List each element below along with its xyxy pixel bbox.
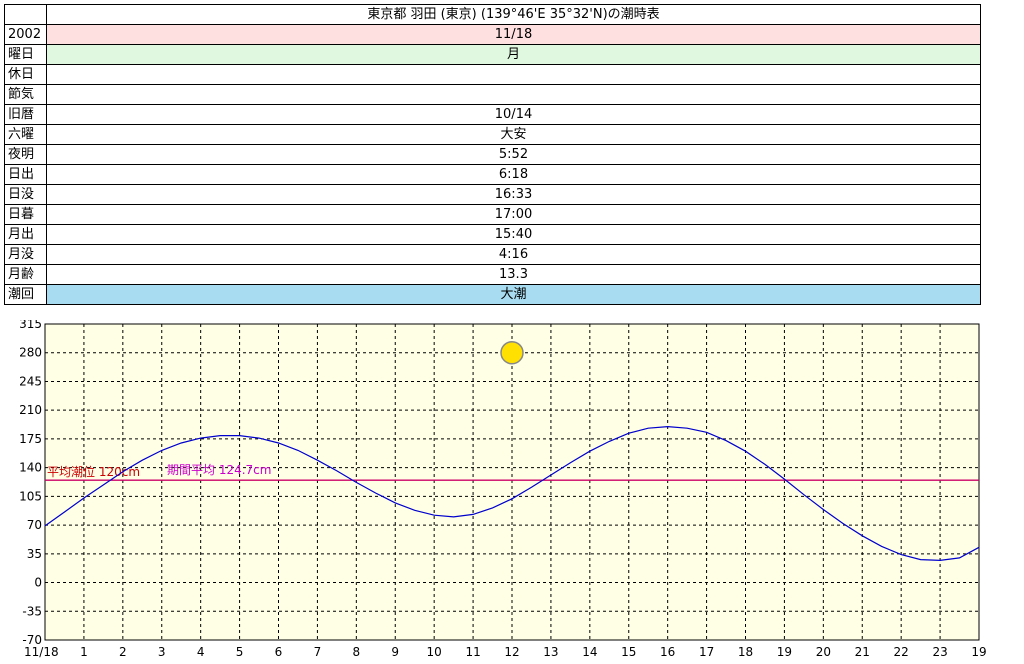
x-tick-label: 17 [699, 645, 714, 659]
y-tick-label: 175 [19, 432, 42, 446]
info-row-value: 17:00 [46, 204, 981, 225]
info-row-value: 大安 [46, 124, 981, 145]
x-tick-label: 19 [777, 645, 792, 659]
y-tick-label: 70 [27, 518, 42, 532]
x-tick-label: 1 [80, 645, 88, 659]
tide-chart-area: 315 280 245 210 175 140 105 70 35 0 -35 -70 11/18 1 2 3… [0, 320, 1024, 664]
x-tick-label: 22 [894, 645, 909, 659]
info-row-label: 曜日 [4, 44, 47, 65]
x-tick-label: 18 [738, 645, 753, 659]
period-mean-annotation: 期間平均 124.7cm [167, 463, 271, 477]
info-row-label: 月没 [4, 244, 47, 265]
x-tick-label: 15 [621, 645, 636, 659]
info-row-label: 月齢 [4, 264, 47, 285]
tide-curve [44, 425, 980, 562]
tide-info-table: 東京都 羽田 (東京) (139°46'E 35°32'N)の潮時表 2002 1… [4, 4, 981, 305]
info-row-value: 大潮 [46, 284, 981, 305]
x-tick-label: 3 [158, 645, 166, 659]
mean-tide-annotation: 平均潮位 120cm [47, 464, 140, 479]
y-tick-label: 210 [19, 403, 42, 417]
x-tick-label: 12 [504, 645, 519, 659]
info-row-value: 5:52 [46, 144, 981, 165]
info-row: 日没 16:33 [4, 184, 981, 205]
x-tick-label: 5 [236, 645, 244, 659]
info-row-label: 日暮 [4, 204, 47, 225]
x-tick-label: 14 [582, 645, 597, 659]
x-tick-label: 16 [660, 645, 675, 659]
info-row-label: 六曜 [4, 124, 47, 145]
x-tick-label: 9 [391, 645, 399, 659]
info-row: 潮回 大潮 [4, 284, 981, 305]
y-tick-label: 105 [19, 489, 42, 503]
x-tick-label: 23 [932, 645, 947, 659]
info-row: 2002 11/18 [4, 24, 981, 45]
y-tick-label: -70 [22, 633, 42, 647]
sun-marker [500, 340, 524, 365]
info-row: 月没 4:16 [4, 244, 981, 265]
y-tick-label: 0 [34, 576, 42, 590]
title-corner-cell [4, 4, 47, 25]
x-tick-label: 6 [275, 645, 283, 659]
info-row-label: 休日 [4, 64, 47, 85]
info-row: 夜明 5:52 [4, 144, 981, 165]
info-row-value [46, 84, 981, 105]
info-row-label: 夜明 [4, 144, 47, 165]
info-row-value: 15:40 [46, 224, 981, 245]
info-row-label: 潮回 [4, 284, 47, 305]
y-tick-label: 245 [19, 374, 42, 388]
info-row-value: 13.3 [46, 264, 981, 285]
x-tick-label: 7 [314, 645, 322, 659]
info-row-value: 4:16 [46, 244, 981, 265]
info-row: 休日 [4, 64, 981, 85]
y-tick-label: 315 [19, 320, 42, 331]
info-row-value: 11/18 [46, 24, 981, 45]
info-row-value: 10/14 [46, 104, 981, 125]
info-row-value: 月 [46, 44, 981, 65]
y-tick-label: 280 [19, 346, 42, 360]
info-row: 日暮 17:00 [4, 204, 981, 225]
info-row: 月出 15:40 [4, 224, 981, 245]
y-tick-label: 140 [19, 461, 42, 475]
info-row: 曜日月 [4, 44, 981, 65]
info-row-value: 6:18 [46, 164, 981, 185]
info-row-label: 節気 [4, 84, 47, 105]
x-tick-label: 21 [855, 645, 870, 659]
info-row-label: 日出 [4, 164, 47, 185]
x-tick-label: 19 [971, 645, 986, 659]
title-row: 東京都 羽田 (東京) (139°46'E 35°32'N)の潮時表 [4, 4, 981, 25]
x-tick-label: 10 [427, 645, 442, 659]
page-title: 東京都 羽田 (東京) (139°46'E 35°32'N)の潮時表 [46, 4, 981, 25]
info-row: 日出 6:18 [4, 164, 981, 185]
info-row-label: 旧暦 [4, 104, 47, 125]
x-tick-label: 8 [353, 645, 361, 659]
info-row-label: 日没 [4, 184, 47, 205]
info-row-label: 2002 [4, 24, 47, 45]
info-row-value: 16:33 [46, 184, 981, 205]
x-tick-label: 13 [543, 645, 558, 659]
y-tick-label: -35 [22, 604, 42, 618]
y-tick-label: 35 [27, 547, 42, 561]
x-tick-label: 11/18 [24, 645, 59, 659]
info-row: 旧暦 10/14 [4, 104, 981, 125]
x-tick-label: 4 [197, 645, 205, 659]
info-row-label: 月出 [4, 224, 47, 245]
x-tick-label: 20 [816, 645, 831, 659]
x-tick-label: 2 [119, 645, 127, 659]
info-row: 六曜 大安 [4, 124, 981, 145]
info-row-value [46, 64, 981, 85]
info-row: 月齢 13.3 [4, 264, 981, 285]
x-tick-label: 11 [465, 645, 480, 659]
info-row: 節気 [4, 84, 981, 105]
